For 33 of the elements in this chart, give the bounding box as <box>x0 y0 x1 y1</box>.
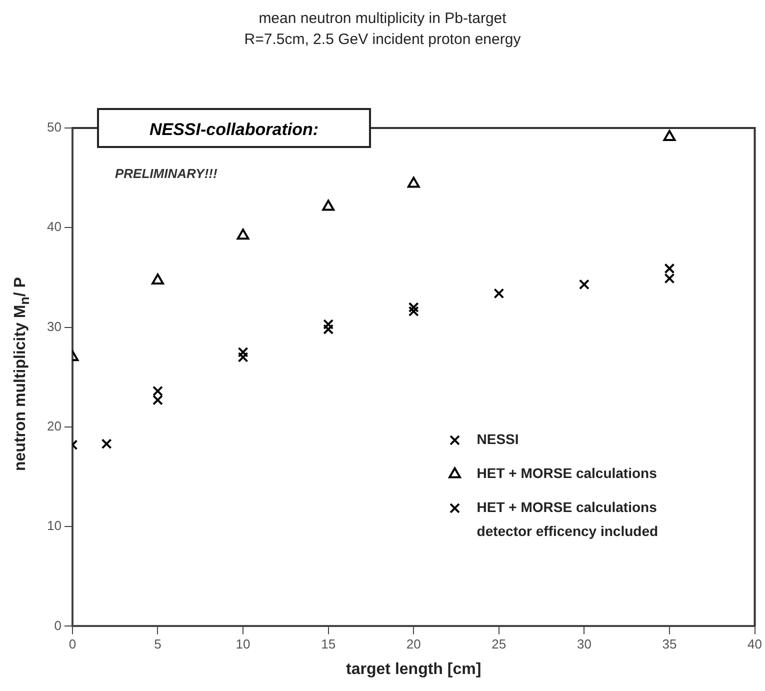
point <box>407 176 420 188</box>
legend-label: HET + MORSE calculations detector efficency included <box>476 499 658 540</box>
point <box>663 130 676 141</box>
annotation: PRELIMINARY!!! <box>115 166 218 181</box>
y-tick-label: 10 <box>46 518 62 534</box>
x-tick-label: 5 <box>154 636 162 652</box>
x-tick-label: 40 <box>748 636 762 652</box>
legend-label: HET + MORSE calculations <box>476 465 658 482</box>
chart-subtitle: R=7.5cm, 2.5 GeV incident proton energy <box>244 31 521 48</box>
legend-label: NESSI <box>476 431 519 448</box>
point <box>101 438 112 450</box>
y-tick-label: 30 <box>46 318 62 334</box>
y-tick-label: 40 <box>46 219 62 234</box>
y-tick-label: 50 <box>46 120 62 135</box>
x-tick-label: 30 <box>576 636 592 652</box>
x-tick-label: 0 <box>68 636 76 652</box>
x-tick-label: 35 <box>662 636 677 652</box>
x-axis-title: target length [cm] <box>346 660 482 678</box>
point <box>322 200 335 211</box>
x-tick-label: 15 <box>321 636 336 652</box>
y-tick-label: 20 <box>46 418 62 434</box>
point <box>578 279 590 290</box>
chart-title: mean neutron multiplicity in Pb-target <box>258 10 506 27</box>
text-box: NESSI-collaboration: <box>97 108 371 148</box>
point <box>408 302 419 313</box>
x-tick-label: 10 <box>236 636 250 652</box>
x-tick-label: 20 <box>406 636 421 652</box>
point <box>408 306 419 317</box>
y-tick-label: 0 <box>54 618 62 633</box>
point <box>152 273 164 284</box>
point <box>494 288 504 299</box>
x-tick-label: 25 <box>492 636 506 652</box>
point <box>236 228 250 240</box>
